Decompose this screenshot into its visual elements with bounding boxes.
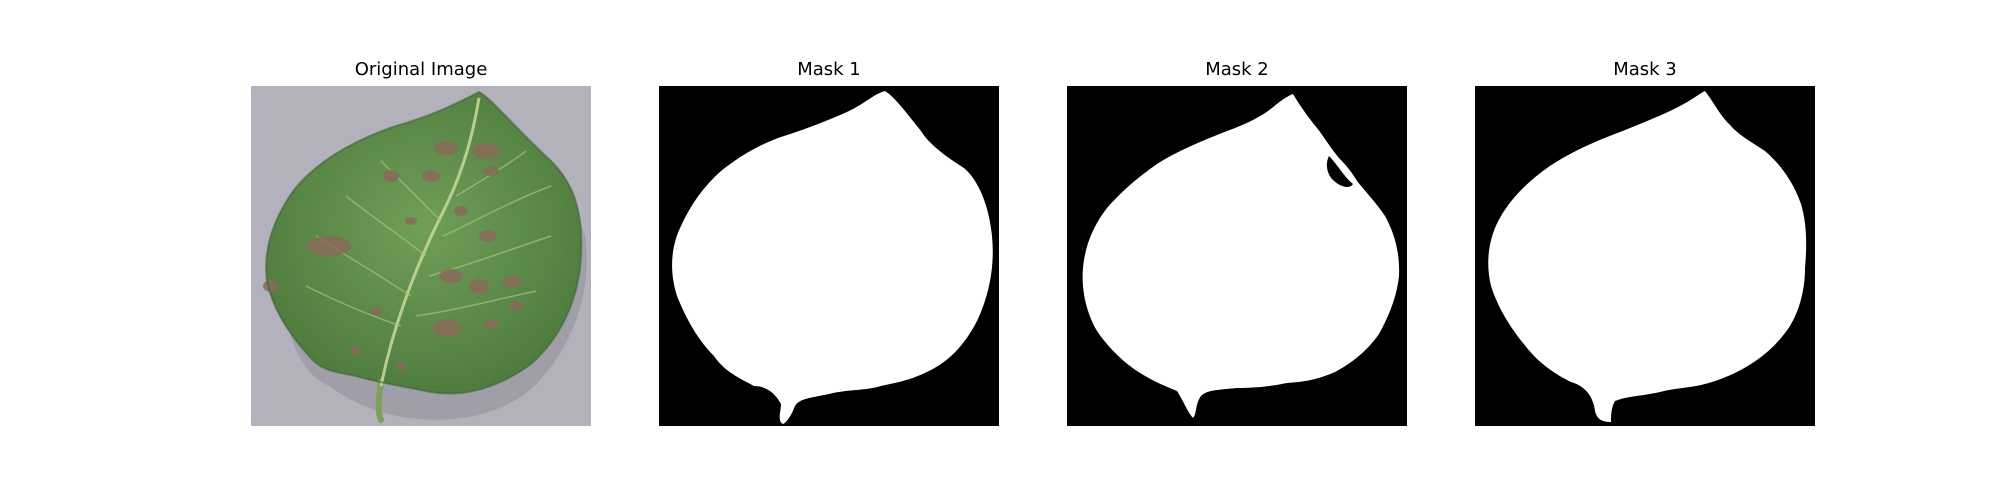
mask-1-image [659,86,999,426]
mask-3-panel: Mask 3 [1475,56,1815,426]
leaf-midrib [379,97,481,387]
panel-title-mask-1: Mask 1 [797,59,861,80]
mask-3-foreground [1488,91,1807,422]
panel-title-original: Original Image [354,59,488,80]
panel-title-mask-3: Mask 3 [1613,59,1677,80]
mask-3-image [1475,86,1815,426]
mask-2-panel: Mask 2 [1067,56,1407,426]
mask-1-foreground [672,91,993,424]
leaf-photo [251,86,591,426]
leaf-stem [375,379,384,423]
mask-2-image [1067,86,1407,426]
original-image-panel: Original Image [251,56,591,426]
mask-2-foreground [1082,94,1400,418]
mask-1-panel: Mask 1 [659,56,999,426]
panel-title-mask-2: Mask 2 [1205,59,1269,80]
